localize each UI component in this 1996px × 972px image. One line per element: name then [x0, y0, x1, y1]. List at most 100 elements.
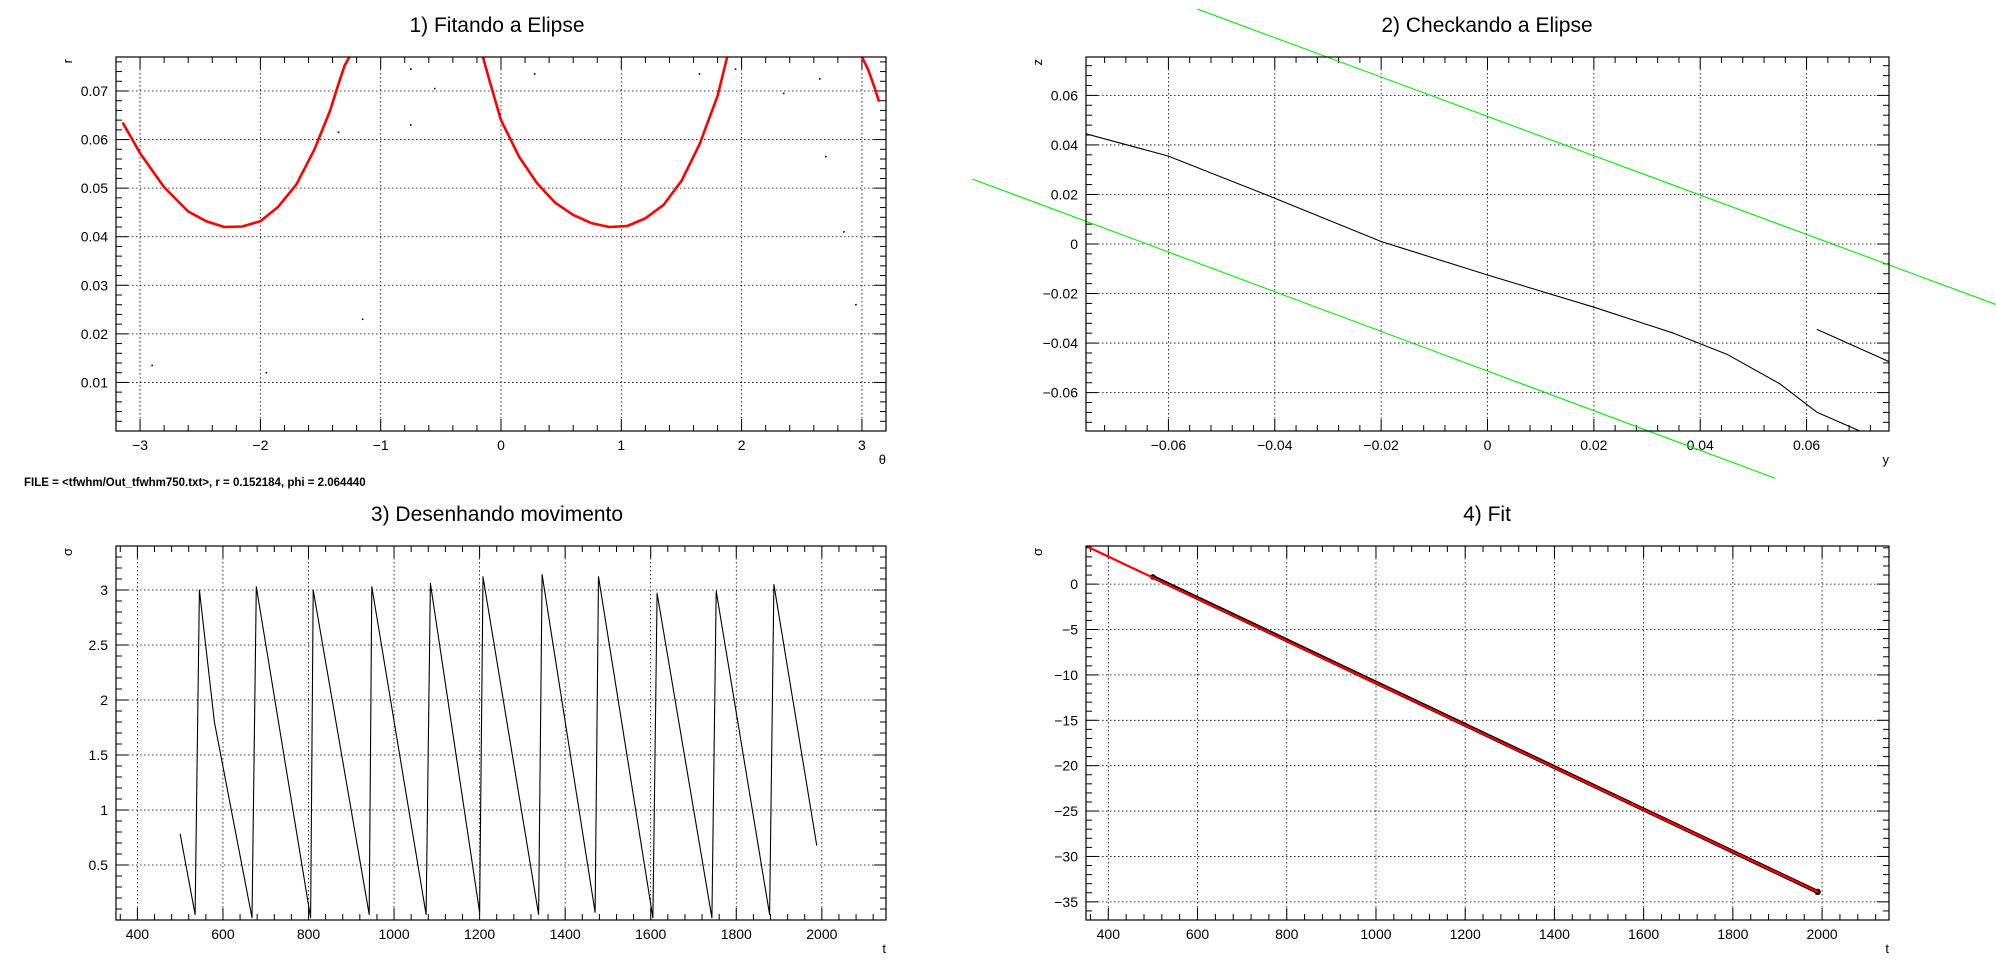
- chart-1-data-point: [434, 87, 436, 90]
- chart-1-fit-line: [121, 57, 351, 229]
- chart-4-x-tick-label: 1600: [1628, 926, 1659, 942]
- chart-4-y-tick-label: 0: [1070, 576, 1078, 592]
- chart-3-y-axis-label: σ: [60, 548, 75, 556]
- chart-3-y-tick-label: 0.5: [89, 857, 109, 873]
- chart-1-data-point: [819, 78, 821, 80]
- chart-3-x-tick-label: 1400: [550, 926, 581, 942]
- chart-1-data-point: [337, 131, 340, 134]
- chart-2-band-line: [972, 178, 1776, 479]
- chart-1-data-point: [409, 124, 412, 126]
- chart-4-y-tick-label: −15: [1054, 712, 1078, 728]
- chart-4-fit-line: [1086, 546, 1819, 893]
- chart-4-x-tick-label: 1400: [1539, 926, 1570, 942]
- chart-1-frame: [115, 56, 887, 432]
- chart-2-y-tick-label: 0.02: [1051, 186, 1078, 202]
- chart-1-y-tick-label: 0.04: [81, 229, 108, 245]
- chart-4-y-tick-label: −25: [1054, 803, 1078, 819]
- chart-1-data-point: [825, 155, 827, 158]
- chart-1-y-tick-label: 0.07: [81, 83, 108, 99]
- chart-3-x-tick-label: 1200: [464, 926, 495, 942]
- chart-1-data-point: [409, 68, 412, 70]
- chart-1-fit-line: [860, 57, 881, 102]
- chart-4-frame: [1085, 545, 1890, 921]
- chart-3-y-tick-label: 2.5: [89, 637, 109, 653]
- chart-2-y-tick-label: −0.06: [1043, 385, 1079, 401]
- chart-4-x-axis-label: t: [1885, 941, 1889, 956]
- chart-4-y-axis-label: σ: [1030, 548, 1045, 556]
- chart-1-data-point: [698, 73, 701, 75]
- chart-2-data-line: [1086, 133, 1861, 431]
- chart-3-y-tick-label: 1.5: [89, 747, 109, 763]
- chart-3-x-tick-label: 2000: [806, 926, 837, 942]
- chart-3-title: 3) Desenhando movimento: [371, 503, 623, 526]
- chart-4-x-tick-label: 1800: [1717, 926, 1748, 942]
- chart-3-x-tick-label: 1600: [635, 926, 666, 942]
- chart-1-x-tick-label: 2: [738, 437, 746, 453]
- chart-1-y-axis-label: r: [60, 58, 75, 63]
- chart-4-title: 4) Fit: [1463, 503, 1511, 526]
- chart-1-x-tick-label: 3: [858, 437, 866, 453]
- chart-1-x-tick-label: 1: [617, 437, 625, 453]
- chart-4-x-tick-label: 800: [1275, 926, 1299, 942]
- chart-1-x-tick-label: −1: [373, 437, 389, 453]
- chart-2-x-tick-label: −0.04: [1257, 437, 1293, 453]
- chart-4-x-tick-label: 400: [1097, 926, 1121, 942]
- chart-3-data-line: [179, 574, 818, 919]
- chart-1-y-tick-label: 0.02: [81, 326, 108, 342]
- chart-2-y-tick-label: 0: [1070, 236, 1078, 252]
- chart-3-frame: [115, 545, 887, 921]
- chart-2-data-line: [1816, 328, 1889, 363]
- chart-4-y-tick-label: −30: [1054, 848, 1078, 864]
- chart-3-x-tick-label: 1800: [721, 926, 752, 942]
- chart-2-band-line: [1197, 8, 1996, 306]
- chart-4-y-tick-label: −5: [1062, 622, 1078, 638]
- chart-1-x-tick-label: −2: [252, 437, 268, 453]
- file-info-text: FILE = <tfwhm/Out_tfwhm750.txt>, r = 0.1…: [24, 477, 366, 489]
- chart-3-x-axis-label: t: [882, 941, 886, 956]
- chart-1-data-point: [843, 231, 845, 233]
- chart-1-data-point: [361, 318, 364, 321]
- chart-4-x-tick-label: 2000: [1807, 926, 1838, 942]
- chart-4-y-tick-label: −35: [1054, 894, 1078, 910]
- chart-1-data-point: [782, 92, 785, 95]
- chart-1-title: 1) Fitando a Elipse: [409, 14, 584, 37]
- chart-2-x-tick-label: 0.02: [1580, 437, 1607, 453]
- chart-3-y-tick-label: 2: [100, 692, 108, 708]
- chart-2-panel: 2) Checkando a Elipse −0.06 −0.04 −0.02 0 0.0…: [972, 8, 1996, 479]
- chart-1-x-tick-label: −3: [132, 437, 148, 453]
- chart-3-x-tick-label: 400: [126, 926, 150, 942]
- chart-2-x-axis-label: y: [1883, 452, 1890, 467]
- chart-2-x-tick-label: 0.04: [1687, 437, 1714, 453]
- chart-2-y-axis-label: z: [1030, 59, 1045, 66]
- chart-1-panel: 1) Fitando a Elipse −3 −2 −1 0 1 2 3 0.01 0.02 0.0…: [60, 14, 887, 467]
- chart-3-x-tick-label: 1000: [378, 926, 409, 942]
- chart-1-data-point: [151, 364, 153, 367]
- chart-2-title: 2) Checkando a Elipse: [1381, 14, 1592, 37]
- chart-2-frame: [1085, 56, 1890, 432]
- chart-2-x-tick-label: 0: [1484, 437, 1492, 453]
- chart-4-y-tick-label: −10: [1054, 667, 1078, 683]
- chart-1-y-tick-label: 0.05: [81, 180, 108, 196]
- chart-4-x-tick-label: 1200: [1450, 926, 1481, 942]
- chart-1-fit-line: [481, 57, 729, 229]
- chart-1-data-point: [734, 68, 737, 70]
- chart-2-x-tick-label: −0.02: [1363, 437, 1399, 453]
- chart-1-y-tick-label: 0.01: [81, 374, 108, 390]
- chart-2-y-tick-label: −0.02: [1043, 286, 1079, 302]
- chart-1-data-point: [265, 371, 268, 374]
- chart-4-panel: 4) Fit 400 600 800 1000 1200 1400 1600 1800 2000 −…: [1030, 503, 1890, 956]
- chart-4-x-tick-label: 600: [1186, 926, 1210, 942]
- chart-2-x-tick-label: 0.06: [1793, 437, 1820, 453]
- chart-1-y-tick-label: 0.03: [81, 277, 108, 293]
- chart-4-x-tick-label: 1000: [1360, 926, 1391, 942]
- chart-1-y-tick-label: 0.06: [81, 132, 108, 148]
- chart-1-data-point: [855, 303, 857, 306]
- chart-1-x-tick-label: 0: [497, 437, 505, 453]
- chart-1-x-axis-label: θ: [879, 452, 886, 467]
- chart-2-y-tick-label: −0.04: [1043, 335, 1079, 351]
- chart-3-x-tick-label: 600: [211, 926, 235, 942]
- chart-2-y-tick-label: 0.06: [1051, 87, 1078, 103]
- chart-3-y-tick-label: 1: [100, 802, 108, 818]
